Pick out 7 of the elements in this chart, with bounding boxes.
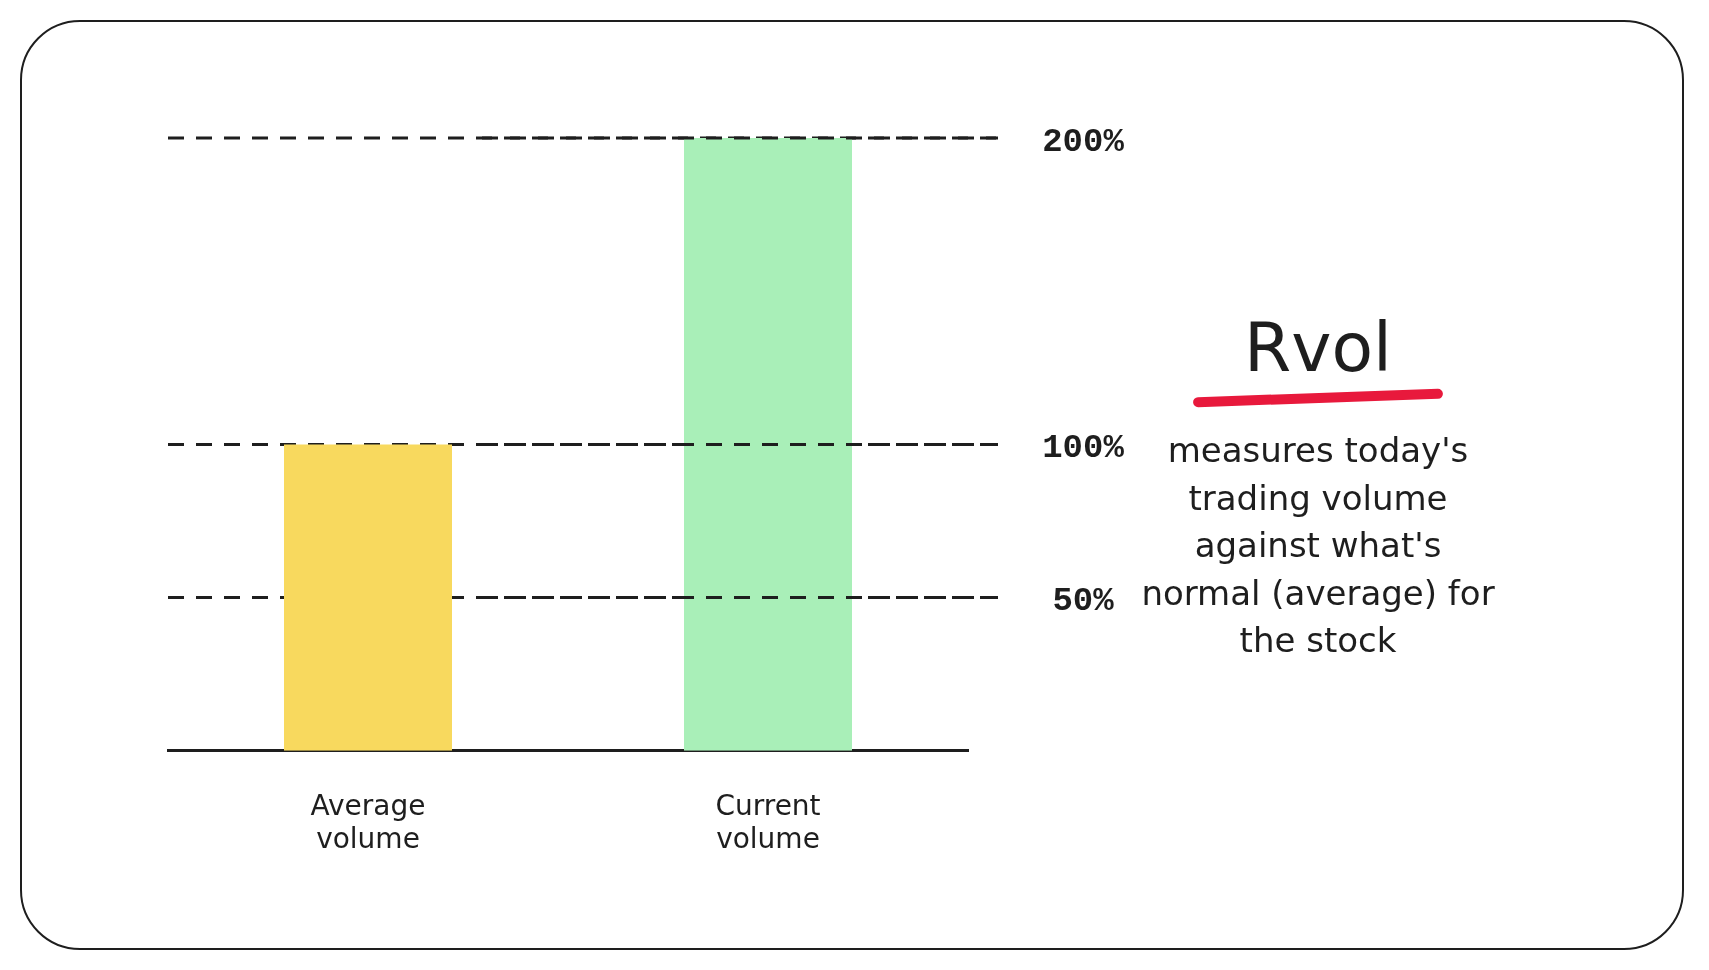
ref-line-label: 50% bbox=[1052, 582, 1115, 621]
x-tick-label: Average volume bbox=[310, 788, 426, 856]
ref-line-label: 100% bbox=[1042, 428, 1125, 467]
ref-line-label: 200% bbox=[1042, 122, 1125, 161]
text: Rvol bbox=[1243, 308, 1393, 387]
text: measures today's trading volume against what's normal (average) for the stock bbox=[1140, 429, 1496, 663]
x-tick-label: Current volume bbox=[715, 788, 821, 856]
